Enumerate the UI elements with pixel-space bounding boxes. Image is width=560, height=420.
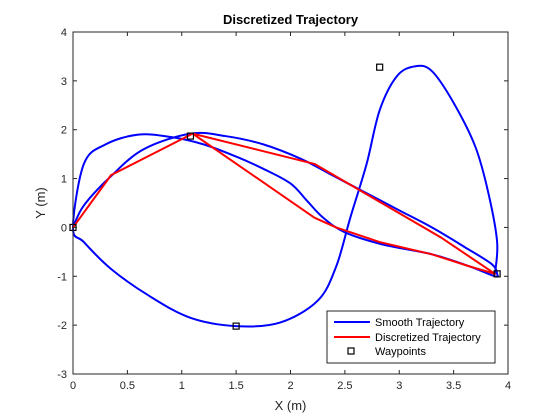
- waypoint-marker-2: [232, 322, 240, 330]
- waypoint-marker-4: [493, 270, 501, 278]
- y-axis-label: Y (m): [33, 187, 48, 219]
- legend-discretized-label: Discretized Trajectory: [375, 332, 481, 344]
- waypoint-marker-3: [376, 63, 384, 71]
- legend: Smooth Trajectory Discretized Trajectory…: [326, 310, 496, 364]
- x-tick-label-3: 1.5: [228, 380, 243, 392]
- legend-waypoint-marker: [347, 347, 355, 355]
- y-tick-label-3: 0: [61, 222, 67, 234]
- x-tick-label-7: 3.5: [446, 380, 461, 392]
- y-tick-label-1: -2: [57, 320, 67, 332]
- y-tick-label-7: 4: [61, 27, 67, 39]
- data-layer: [69, 63, 501, 330]
- x-tick-label-0: 0: [70, 380, 76, 392]
- legend-waypoints-label: Waypoints: [375, 346, 426, 358]
- y-tick-label-5: 2: [61, 125, 67, 137]
- chart-title: Discretized Trajectory: [223, 12, 359, 27]
- legend-smooth-label: Smooth Trajectory: [375, 317, 465, 329]
- y-tick-label-2: -1: [57, 271, 67, 283]
- x-axis-label: X (m): [275, 398, 307, 413]
- x-tick-label-5: 2.5: [337, 380, 352, 392]
- y-tick-label-6: 3: [61, 76, 67, 88]
- x-tick-label-4: 2: [287, 380, 293, 392]
- x-tick-label-8: 4: [505, 380, 511, 392]
- x-tick-label-1: 0.5: [120, 380, 135, 392]
- x-tick-label-6: 3: [396, 380, 402, 392]
- y-tick-label-4: 1: [61, 174, 67, 186]
- y-tick-label-0: -3: [57, 369, 67, 381]
- waypoint-marker-1: [186, 132, 195, 140]
- ticks-layer: 0 0.5 1 1.5 2 2.5 3 3.5 4 -3 -2 -1 0 1 2 3 4: [57, 27, 511, 392]
- x-tick-label-2: 1: [179, 380, 185, 392]
- series-discretized-trajectory-line: [72, 132, 496, 275]
